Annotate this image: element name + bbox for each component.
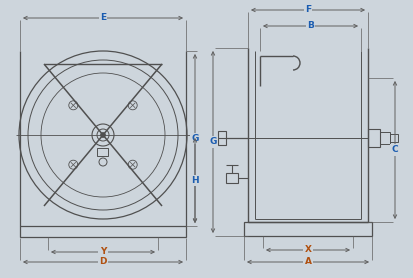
Text: E: E <box>100 14 106 23</box>
Text: G: G <box>191 134 198 143</box>
Text: A: A <box>304 257 311 267</box>
Text: X: X <box>304 245 311 254</box>
Text: F: F <box>304 6 310 14</box>
Text: G: G <box>209 138 216 147</box>
Bar <box>367 129 379 147</box>
Bar <box>225 173 237 183</box>
Bar <box>379 132 389 144</box>
Bar <box>20 226 185 237</box>
Text: D: D <box>99 257 107 267</box>
Text: C: C <box>391 145 397 155</box>
Text: B: B <box>306 21 313 31</box>
Bar <box>97 148 108 156</box>
Bar <box>243 222 371 236</box>
Text: H: H <box>191 176 198 185</box>
Bar <box>389 134 397 142</box>
Text: Y: Y <box>100 247 106 257</box>
Bar <box>218 131 225 145</box>
Circle shape <box>100 133 105 138</box>
